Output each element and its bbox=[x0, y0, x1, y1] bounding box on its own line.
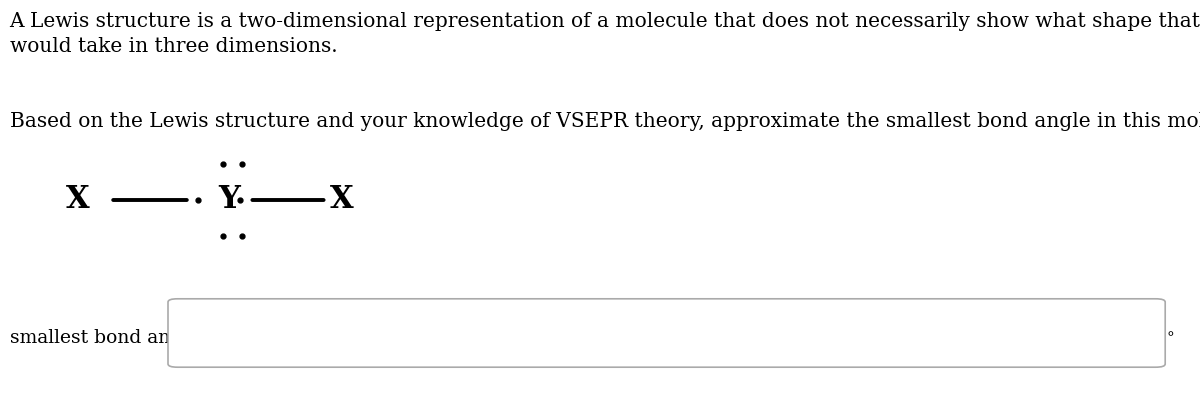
Text: smallest bond angle:: smallest bond angle: bbox=[10, 329, 205, 347]
FancyBboxPatch shape bbox=[168, 299, 1165, 367]
Text: Based on the Lewis structure and your knowledge of VSEPR theory, approximate the: Based on the Lewis structure and your kn… bbox=[10, 112, 1200, 131]
Text: °: ° bbox=[1166, 331, 1174, 345]
Text: A Lewis structure is a two-dimensional representation of a molecule that does no: A Lewis structure is a two-dimensional r… bbox=[10, 12, 1200, 56]
Text: X: X bbox=[66, 184, 90, 216]
Text: Y: Y bbox=[218, 184, 240, 216]
Text: X: X bbox=[330, 184, 354, 216]
